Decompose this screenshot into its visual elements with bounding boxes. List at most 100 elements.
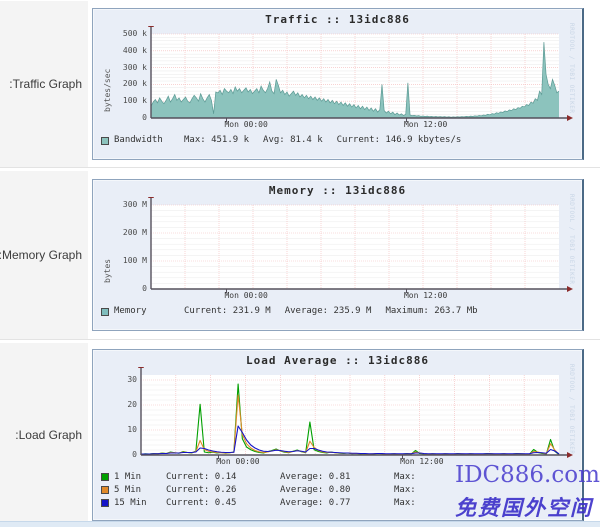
memory-xtick-label: Mon 12:00	[403, 291, 448, 300]
legend-color-swatch	[101, 499, 109, 507]
legend-stat: Current: 231.9 M	[184, 305, 271, 318]
traffic-ytick-label: 400 k	[122, 45, 147, 55]
row-memory-graph: Memory Graph: Memory :: 13idc886 300 M20…	[0, 170, 600, 340]
load-svg	[138, 361, 573, 458]
legend-stat-label: Current:	[166, 471, 215, 482]
legend-stat-value: 81.4 k	[290, 135, 323, 145]
legend-stat: Current: 146.9 kbytes/s	[337, 134, 462, 147]
legend-stat: Current: 0.14	[166, 471, 266, 484]
load-graph-title: Load Average :: 13idc886	[246, 353, 429, 367]
legend-stat: Average: 0.80	[280, 484, 380, 497]
legend-stat-label: Average:	[280, 484, 329, 495]
label-load-graph: Load Graph:	[15, 427, 82, 442]
label-traffic-graph: Traffic Graph:	[9, 77, 82, 91]
traffic-ytick-label: 100 k	[122, 96, 147, 106]
legend-series-name: Bandwidth	[114, 135, 163, 145]
legend-stat-label: Current:	[184, 306, 233, 316]
load-graph-panel[interactable]: Load Average :: 13idc886 30 20 10 0 Mon 00:0…	[92, 348, 584, 521]
traffic-ytick-label: 300 k	[122, 62, 147, 72]
legend-stat-value: 0.14	[214, 471, 237, 482]
legend-stat: Current: 0.26	[166, 484, 266, 497]
page-bottom-strip	[0, 521, 600, 527]
load-ytick-label: 30	[127, 374, 137, 384]
legend-stat-value: 231.9 M	[232, 306, 271, 316]
legend-stat-label: Avg:	[263, 135, 291, 145]
traffic-ytick-label: 500 k	[122, 29, 147, 38]
legend-row: Memory Current: 231.9 M Average: 235.9 M Ma…	[101, 305, 582, 318]
memory-graph-title: Memory :: 13idc886	[268, 184, 407, 197]
legend-stat-label: Current:	[166, 497, 215, 508]
legend-stat: Average: 0.77	[280, 497, 380, 510]
load-xtick-mark	[402, 454, 404, 459]
legend-stat: Maximum: 263.7 Mb	[385, 305, 477, 318]
legend-series-name: Memory	[114, 306, 147, 316]
label-memory-graph: Memory Graph:	[0, 248, 82, 262]
traffic-xtick-label: Mon 12:00	[403, 120, 448, 129]
legend-stat: Average: 0.81	[280, 471, 380, 484]
legend-stat-label: Max:	[394, 497, 416, 508]
legend-row: 15 Min Current: 0.45 Average: 0.77 Max:	[101, 497, 582, 510]
legend-stat: Current: 0.45	[166, 497, 266, 510]
legend-stat-value: 0.81	[328, 471, 351, 482]
traffic-svg	[148, 21, 573, 121]
legend-stat-label: Maximum:	[385, 306, 435, 316]
traffic-graph-title: Traffic :: 13idc886	[265, 13, 410, 26]
memory-xtick-label: Mon 00:00	[224, 291, 268, 300]
legend-row: 1 Min Current: 0.14 Average: 0.81 Max:	[101, 471, 582, 484]
traffic-xtick-mark	[226, 118, 228, 122]
legend-color-swatch	[101, 486, 109, 494]
legend-series-name: 5 Min	[114, 484, 142, 495]
traffic-ytick-label: 0	[142, 113, 147, 122]
memory-legend: Memory Current: 231.9 M Average: 235.9 M Ma…	[93, 305, 582, 318]
load-xtick-label: Mon 00:00	[216, 456, 260, 466]
row-traffic-graph: Traffic Graph: Traffic :: 13idc886 500 k…	[0, 0, 600, 168]
memory-yaxis-label: bytes	[103, 258, 112, 283]
memory-ytick-label: 100 M	[122, 256, 147, 265]
load-ytick-label: 20	[127, 399, 137, 409]
traffic-legend: Bandwidth Max: 451.9 k Avg: 81.4 k Current:…	[93, 134, 582, 147]
memory-svg	[148, 192, 573, 292]
legend-stat-value: 146.9 kbytes/s	[385, 135, 462, 145]
legend-stat-label: Current:	[336, 135, 386, 145]
rrdtool-side-watermark: RRDTOOL / TOBI OETIKER	[568, 194, 575, 285]
memory-graph-panel[interactable]: Memory :: 13idc886 300 M 200 M 100 M 0 bytes…	[92, 179, 584, 331]
memory-plot-area: 300 M 200 M 100 M 0 bytes Mon 00:00 Mon 12:00	[93, 192, 582, 305]
load-legend: 1 Min Current: 0.14 Average: 0.81 Max: 5 Mi…	[93, 471, 582, 510]
legend-stat: Max:	[394, 471, 494, 484]
legend-stat-value: 451.9 k	[211, 135, 250, 145]
rrdtool-side-watermark: RRDTOOL / TOBI OETIKER	[568, 363, 575, 454]
legend-stat: Average: 235.9 M	[285, 305, 372, 318]
load-ytick-label: 10	[127, 424, 137, 434]
legend-stat-value: 0.80	[328, 484, 351, 495]
legend-stat-label: Max:	[394, 471, 416, 482]
traffic-ytick-label: 200 k	[122, 79, 147, 89]
legend-color-swatch	[101, 307, 109, 316]
memory-xtick-mark	[226, 289, 228, 293]
cell-memory-graph: Memory :: 13idc886 300 M 200 M 100 M 0 bytes…	[88, 171, 600, 339]
load-xtick-label: Mon 12:00	[400, 456, 444, 466]
legend-stat-value: 235.9 M	[333, 306, 372, 316]
traffic-xtick-mark	[405, 118, 407, 122]
legend-stat-label: Average:	[280, 471, 329, 482]
traffic-yaxis-label: bytes/sec	[103, 68, 112, 112]
legend-stat-label: Current:	[166, 484, 215, 495]
legend-stat: Avg: 81.4 k	[263, 134, 323, 147]
legend-series-name: 1 Min	[114, 471, 142, 482]
legend-color-swatch	[101, 136, 109, 145]
legend-stat: Max: 451.9 k	[184, 134, 249, 147]
legend-stat-value: 0.26	[214, 484, 237, 495]
legend-row: 5 Min Current: 0.26 Average: 0.80 Max:	[101, 484, 582, 497]
traffic-plot-area: 500 k 400 k 300 k 200 k 100 k 0 bytes/sec Mon 0…	[93, 21, 582, 134]
legend-stat-label: Max:	[394, 484, 416, 495]
rrdtool-side-watermark: RRDTOOL / TOBI OETIKER	[568, 23, 575, 114]
legend-stat-label: Average:	[284, 306, 334, 316]
legend-stat: Max:	[394, 484, 494, 497]
legend-stat-value: 263.7 Mb	[434, 306, 478, 316]
cell-load-graph: Load Average :: 13idc886 30 20 10 0 Mon 00:0…	[88, 343, 600, 526]
memory-ytick-label: 0	[142, 284, 147, 293]
traffic-xtick-label: Mon 00:00	[224, 120, 268, 129]
